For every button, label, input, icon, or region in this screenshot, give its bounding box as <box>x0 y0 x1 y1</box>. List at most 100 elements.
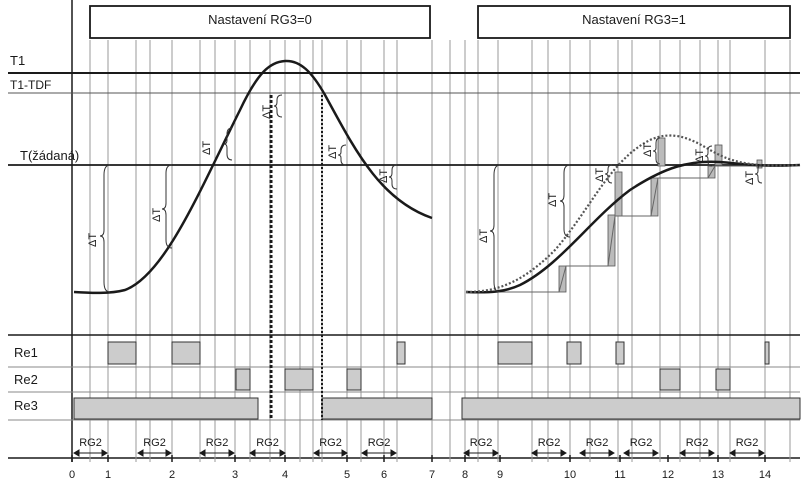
re1-bar <box>566 341 582 365</box>
delta-t-label: ΔT <box>547 193 559 207</box>
relay-label-re3: Re3 <box>14 398 38 413</box>
rg2-arrow-heads <box>361 449 397 457</box>
rg2-arrow-heads <box>137 449 172 457</box>
re1-bar <box>497 341 533 365</box>
title-left: Nastavení RG3=0 <box>208 12 312 27</box>
delta-t-label: ΔT <box>694 149 706 163</box>
rg2-label: RG2 <box>143 437 166 449</box>
re2-bar <box>659 368 681 391</box>
rg2-arrow-heads <box>249 449 286 457</box>
delta-brace <box>604 164 613 184</box>
title-box-left <box>89 5 431 39</box>
x-tick-label: 11 <box>614 469 625 481</box>
level-label-t1-tdf: T1-TDF <box>10 78 51 92</box>
x-tick-label: 3 <box>232 469 238 481</box>
rg2-arrow-heads <box>729 449 765 457</box>
title-right: Nastavení RG3=1 <box>582 12 686 27</box>
step-lines <box>498 165 760 293</box>
x-tick-label: 1 <box>105 469 111 481</box>
rg2-arrow-heads <box>531 449 567 457</box>
delta-brace <box>754 164 763 184</box>
delta-t-label: ΔT <box>261 105 273 119</box>
rg2-label: RG2 <box>79 437 102 449</box>
delta-brace <box>704 145 713 167</box>
rg2-label: RG2 <box>206 437 229 449</box>
delta-t-label: ΔT <box>327 145 339 159</box>
rg2-arrow-heads <box>579 449 615 457</box>
x-tick-label: 5 <box>344 469 350 481</box>
rg2-label: RG2 <box>586 437 609 449</box>
re3-bar <box>461 397 801 420</box>
x-tick-label: 2 <box>169 469 175 481</box>
rg2-arrow-heads <box>313 449 348 457</box>
temperature-curve-dotted <box>465 134 801 294</box>
relay-label-re1: Re1 <box>14 345 38 360</box>
delta-t-label: ΔT <box>744 171 756 185</box>
delta-t-label: ΔT <box>87 233 99 247</box>
re1-bar <box>615 341 625 365</box>
x-tick-label: 12 <box>662 469 674 481</box>
rg2-arrow-heads <box>199 449 235 457</box>
rg2-arrows: RG2 RG2 RG2 RG2 RG2 RG2 RG2 RG2 RG2 RG2 RG2 RG2 <box>73 437 765 457</box>
delta-brace <box>489 164 501 293</box>
re2-bar <box>346 368 362 391</box>
delta-brace <box>388 164 398 190</box>
rg2-arrow-heads <box>623 449 659 457</box>
re1-bar <box>171 341 201 365</box>
re1-bar <box>396 341 406 365</box>
x-tick-label: 14 <box>759 469 771 481</box>
title-box-right <box>477 5 791 39</box>
rg2-arrow-heads <box>679 449 715 457</box>
step-bar <box>614 171 623 217</box>
step-bar <box>657 137 666 167</box>
x-tick-label: 0 <box>69 469 75 481</box>
re2-bar <box>715 368 731 391</box>
x-tick-label: 10 <box>564 469 576 481</box>
rg2-label: RG2 <box>686 437 709 449</box>
x-tick-label: 7 <box>429 469 435 481</box>
x-tick-labels: 0 1 2 3 4 5 6 7 8 9 10 11 12 13 14 <box>69 455 771 481</box>
level-label-t-set: T(žádaná) <box>20 148 79 163</box>
delta-t-label: ΔT <box>642 143 654 157</box>
re2-bar <box>284 368 314 391</box>
rg2-label: RG2 <box>368 437 391 449</box>
rg2-arrow-heads <box>463 449 499 457</box>
delta-brace <box>273 94 283 118</box>
x-tick-label: 4 <box>282 469 288 481</box>
delta-braces <box>99 94 763 293</box>
step-line <box>498 165 760 293</box>
x-tick-label: 9 <box>497 469 503 481</box>
delta-t-label: ΔT <box>151 208 163 222</box>
delta-brace <box>652 137 661 165</box>
delta-brace <box>337 144 347 166</box>
re1-bar <box>764 341 770 365</box>
re3-bar <box>73 397 259 420</box>
delta-labels: ΔT ΔT ΔT ΔT ΔT ΔT ΔT ΔT ΔT ΔT ΔT ΔT <box>87 105 756 247</box>
delta-brace <box>99 164 111 293</box>
re3-bar <box>321 397 433 420</box>
delta-brace <box>559 164 571 238</box>
x-tick-label: 13 <box>712 469 724 481</box>
delta-brace <box>223 127 233 161</box>
delta-t-label: ΔT <box>478 229 490 243</box>
re1-bar <box>107 341 137 365</box>
rg2-label: RG2 <box>470 437 493 449</box>
re2-bar <box>235 368 251 391</box>
relay-label-re2: Re2 <box>14 372 38 387</box>
temperature-curve-left <box>73 59 433 295</box>
rg2-label: RG2 <box>630 437 653 449</box>
rg2-label: RG2 <box>736 437 759 449</box>
level-label-t1: T1 <box>10 53 25 68</box>
x-tick-label: 8 <box>462 469 468 481</box>
rg2-label: RG2 <box>319 437 342 449</box>
relay-bars <box>73 341 801 420</box>
rg2-arrow-heads <box>73 449 108 457</box>
temperature-curve-right <box>465 160 801 294</box>
delta-t-label: ΔT <box>378 169 390 183</box>
delta-brace <box>161 164 173 249</box>
delta-t-label: ΔT <box>594 168 606 182</box>
delta-t-label: ΔT <box>201 141 213 155</box>
rg2-label: RG2 <box>256 437 279 449</box>
